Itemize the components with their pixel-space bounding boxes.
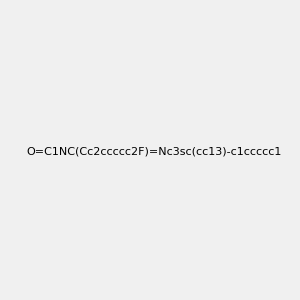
- Text: O=C1NC(Cc2ccccc2F)=Nc3sc(cc13)-c1ccccc1: O=C1NC(Cc2ccccc2F)=Nc3sc(cc13)-c1ccccc1: [26, 146, 281, 157]
